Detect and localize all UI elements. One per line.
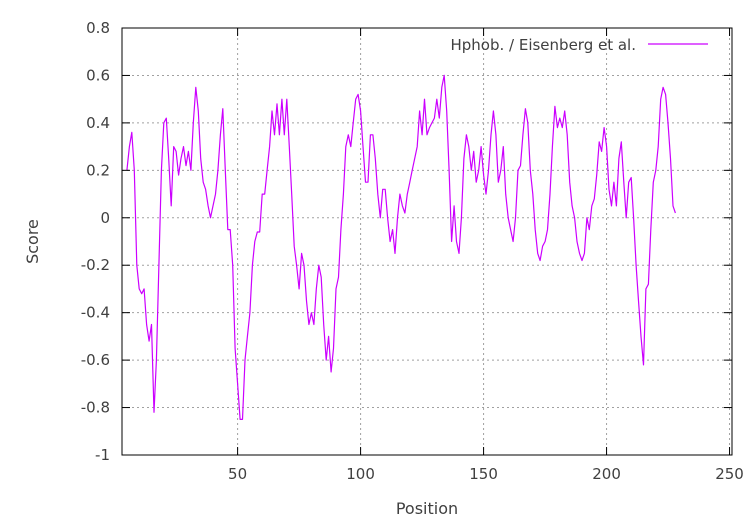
x-tick-label: 150 [469,465,498,483]
y-tick-label: -0.6 [81,351,110,369]
plot-frame [121,27,733,456]
x-tick-label: 100 [346,465,375,483]
legend-label: Hphob. / Eisenberg et al. [450,36,636,54]
x-tick-label: 250 [715,465,744,483]
legend: Hphob. / Eisenberg et al. [450,36,708,54]
y-tick-label: -0.8 [81,399,110,417]
ticks [122,27,732,456]
y-tick-label: 0.4 [86,114,110,132]
y-tick-label: -0.4 [81,304,110,322]
y-tick-label: -1 [95,446,110,464]
y-tick-label: 0.2 [86,161,110,179]
series-layer [126,74,676,420]
x-tick-label: 200 [592,465,621,483]
x-axis-title: Position [396,499,458,518]
series-line [126,74,676,420]
tick-labels: -1 -0.8 -0.6 -0.4 -0.2 0 0.2 0.4 0.6 0.8 50 100 150 2… [81,19,744,483]
y-tick-label: 0 [100,209,110,227]
y-axis-title: Score [23,219,42,264]
y-tick-label: 0.6 [86,66,110,84]
x-tick-label: 50 [228,465,247,483]
y-tick-label: 0.8 [86,19,110,37]
y-tick-label: -0.2 [81,256,110,274]
